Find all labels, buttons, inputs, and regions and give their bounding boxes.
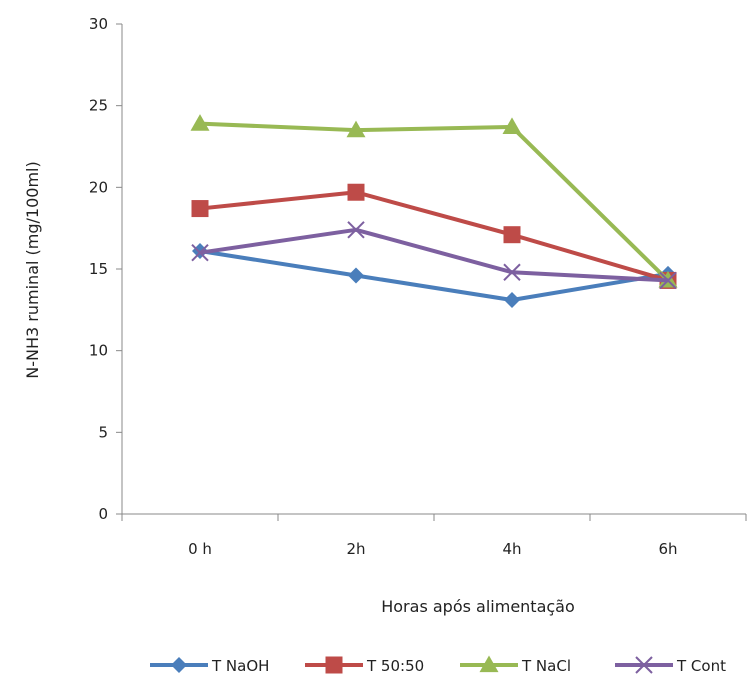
y-tick-label: 30 <box>89 15 108 33</box>
data-point <box>659 271 677 290</box>
data-point <box>503 226 521 244</box>
legend-swatch-marker <box>171 657 187 673</box>
series-layer <box>190 114 678 309</box>
legend-swatch-marker <box>635 656 653 674</box>
y-axis-title: N-NH3 ruminal (mg/100ml) <box>23 161 42 378</box>
legend-label: T Cont <box>676 657 726 675</box>
legend-item: T Cont <box>615 656 726 675</box>
x-tick-label: 6h <box>658 540 677 558</box>
x-axis-ticks: 0 h 2h 4h 6h <box>121 514 747 558</box>
series-t-50-50 <box>191 183 677 289</box>
data-point <box>346 120 366 138</box>
legend-item: T NaCl <box>460 655 571 675</box>
data-point <box>502 117 522 135</box>
legend: T NaOH T 50:50 T NaCl T Cont <box>150 655 726 675</box>
legend-label: T NaCl <box>521 657 571 675</box>
y-tick-label: 0 <box>98 505 108 523</box>
legend-label: T NaOH <box>211 657 269 675</box>
y-axis-ticks: 0 5 10 15 20 25 30 <box>89 15 122 523</box>
y-tick-label: 5 <box>98 423 108 441</box>
legend-item: T NaOH <box>150 657 269 675</box>
series-line <box>199 227 669 283</box>
legend-item: T 50:50 <box>305 656 424 675</box>
series-line <box>199 121 670 282</box>
y-tick-label: 20 <box>89 178 108 196</box>
data-point <box>347 221 365 239</box>
x-tick-label: 0 h <box>188 540 212 558</box>
axes <box>121 24 746 515</box>
series-t-cont <box>191 221 677 290</box>
x-axis-title: Horas após alimentação <box>381 597 575 616</box>
series-line <box>199 249 669 303</box>
data-point <box>191 243 209 262</box>
y-tick-label: 10 <box>89 342 108 360</box>
legend-swatch-marker <box>325 656 343 674</box>
x-tick-label: 4h <box>502 540 521 558</box>
y-tick-label: 15 <box>89 260 108 278</box>
data-point <box>348 267 364 284</box>
series-t-nacl <box>190 114 678 288</box>
data-point <box>190 114 210 131</box>
data-point <box>503 263 521 281</box>
data-point <box>347 183 365 201</box>
legend-label: T 50:50 <box>366 657 424 675</box>
legend-swatch-marker <box>479 655 499 673</box>
data-point <box>191 200 209 218</box>
data-point <box>504 292 520 309</box>
y-tick-label: 25 <box>89 97 108 115</box>
series-line <box>199 190 669 283</box>
x-tick-label: 2h <box>346 540 365 558</box>
